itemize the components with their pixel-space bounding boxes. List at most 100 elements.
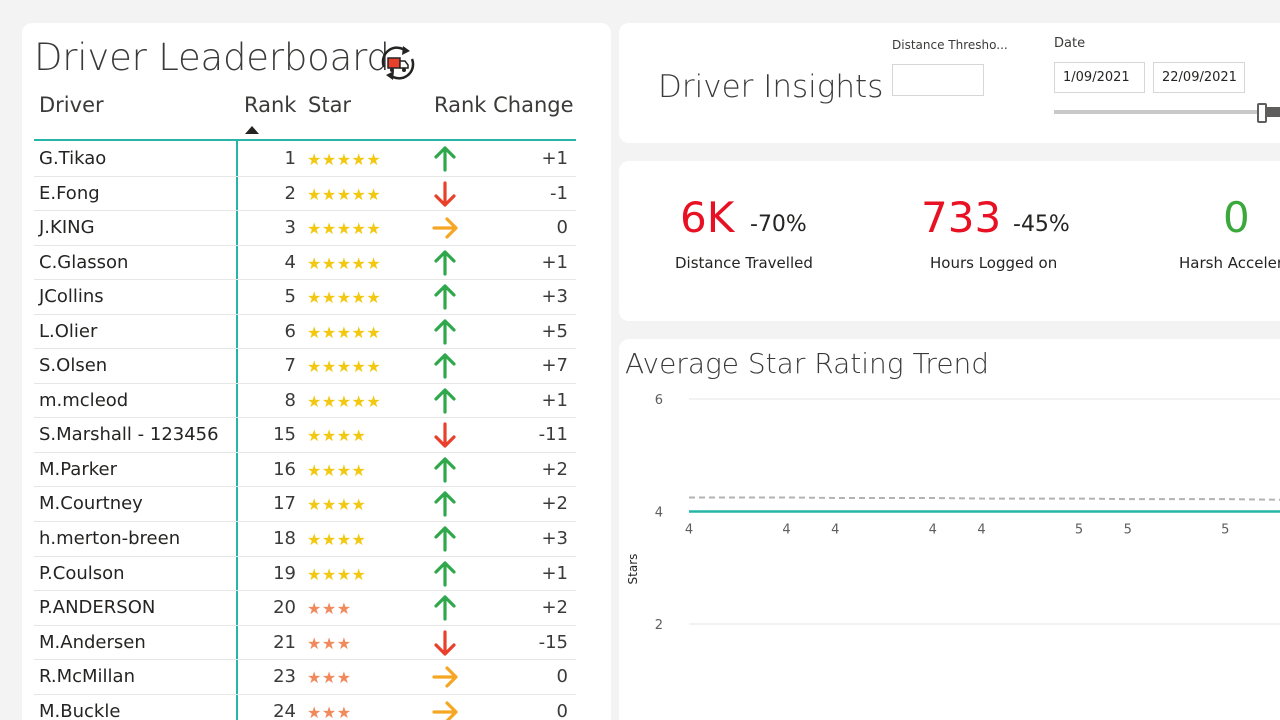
data-label: 4 xyxy=(782,523,790,538)
driver-rank: 8 xyxy=(284,389,296,411)
driver-rank: 19 xyxy=(273,562,296,584)
truck-refresh-icon[interactable] xyxy=(376,43,420,83)
star-rating: ★★★ xyxy=(307,668,352,688)
date-end-input[interactable]: 22/09/2021 xyxy=(1153,62,1245,93)
star-rating: ★★★★ xyxy=(307,426,367,446)
star-rating: ★★★★★ xyxy=(307,219,382,239)
table-row[interactable]: L.Olier 6 ★★★★★ +5 xyxy=(34,315,576,350)
distance-threshold-input[interactable] xyxy=(892,64,984,96)
driver-name: P.ANDERSON xyxy=(39,597,156,619)
star-rating: ★★★ xyxy=(307,599,352,619)
driver-rank: 24 xyxy=(273,700,296,720)
date-slicer-label: Date xyxy=(1054,36,1086,51)
y-tick-label: 4 xyxy=(655,506,663,521)
rank-change: +1 xyxy=(541,251,568,273)
table-row[interactable]: R.McMillan 23 ★★★ 0 xyxy=(34,660,576,695)
driver-name: M.Parker xyxy=(39,458,117,480)
star-rating-line xyxy=(689,510,1280,513)
table-row[interactable]: M.Buckle 24 ★★★ 0 xyxy=(34,695,576,720)
driver-name: S.Olsen xyxy=(39,355,108,377)
arrow-right-icon xyxy=(432,666,458,688)
driver-name: M.Courtney xyxy=(39,493,143,515)
data-label: 4 xyxy=(685,523,693,538)
star-rating: ★★★ xyxy=(307,702,352,720)
table-row[interactable]: M.Courtney 17 ★★★★ +2 xyxy=(34,487,576,523)
driver-rank: 2 xyxy=(284,182,296,204)
driver-name: S.Marshall - 123456 xyxy=(39,424,219,446)
star-rating: ★★★★ xyxy=(307,495,367,515)
driver-name: J.KING xyxy=(39,217,95,239)
star-rating: ★★★★★ xyxy=(307,253,382,273)
driver-rank: 3 xyxy=(284,217,296,239)
star-rating: ★★★★★ xyxy=(307,357,382,377)
star-rating: ★★★★★ xyxy=(307,322,382,342)
table-row[interactable]: S.Marshall - 123456 15 ★★★★ -11 xyxy=(34,418,576,453)
arrow-up-icon xyxy=(434,491,456,518)
data-label: 5 xyxy=(1221,523,1229,538)
table-row[interactable]: G.Tikao 1 ★★★★★ +1 xyxy=(34,142,576,177)
y-tick-label: 6 xyxy=(655,393,663,408)
driver-rank: 23 xyxy=(273,666,296,688)
table-row[interactable]: JCollins 5 ★★★★★ +3 xyxy=(34,280,576,315)
rank-change: -15 xyxy=(538,631,568,653)
kpi-distance-label: Distance Travelled xyxy=(675,254,813,272)
rank-change: 0 xyxy=(556,217,568,239)
data-label: 5 xyxy=(1124,523,1132,538)
table-row[interactable]: P.ANDERSON 20 ★★★ +2 xyxy=(34,591,576,626)
column-header-star[interactable]: Star xyxy=(308,93,352,117)
driver-rank: 18 xyxy=(273,528,296,550)
star-rating-trend-chart[interactable]: 2 4 6 Stars 4 4 4 4 4 5 5 5 xyxy=(619,339,1280,720)
date-range-slider-track[interactable] xyxy=(1054,110,1280,114)
star-rating: ★★★★ xyxy=(307,564,367,584)
table-row[interactable]: C.Glasson 4 ★★★★★ +1 xyxy=(34,246,576,281)
date-start-input[interactable]: 1/09/2021 xyxy=(1054,62,1145,93)
star-rating: ★★★★ xyxy=(307,530,367,550)
table-row[interactable]: P.Coulson 19 ★★★★ +1 xyxy=(34,557,576,592)
arrow-right-icon xyxy=(432,217,458,239)
column-header-driver[interactable]: Driver xyxy=(39,93,104,117)
star-rating: ★★★★★ xyxy=(307,391,382,411)
table-row[interactable]: S.Olsen 7 ★★★★★ +7 xyxy=(34,349,576,384)
arrow-up-icon xyxy=(434,388,456,414)
kpi-hours-delta: -45% xyxy=(1013,212,1070,237)
kpi-distance-value: 6K xyxy=(680,193,735,242)
column-divider xyxy=(236,141,238,720)
table-row[interactable]: M.Andersen 21 ★★★ -15 xyxy=(34,626,576,661)
table-row[interactable]: J.KING 3 ★★★★★ 0 xyxy=(34,211,576,246)
table-row[interactable]: m.mcleod 8 ★★★★★ +1 xyxy=(34,384,576,419)
column-header-rank-change[interactable]: Rank Change xyxy=(434,93,574,117)
sort-ascending-icon[interactable] xyxy=(245,126,259,134)
average-trend-line xyxy=(689,496,1280,501)
driver-rank: 16 xyxy=(273,458,296,480)
kpi-panel: 6K -70% Distance Travelled 733 -45% Hour… xyxy=(619,161,1280,321)
arrow-up-icon xyxy=(434,560,456,587)
driver-rank: 6 xyxy=(284,320,296,342)
arrow-up-icon xyxy=(434,250,456,276)
column-header-rank[interactable]: Rank xyxy=(244,93,297,117)
arrow-up-icon xyxy=(434,319,456,345)
rank-change: +3 xyxy=(541,286,568,308)
kpi-harsh-label: Harsh Accelera xyxy=(1179,254,1280,272)
kpi-harsh-value: 0 xyxy=(1223,193,1250,242)
driver-name: E.Fong xyxy=(39,182,100,204)
data-label: 4 xyxy=(929,523,937,538)
table-row[interactable]: h.merton-breen 18 ★★★★ +3 xyxy=(34,522,576,557)
driver-rank: 17 xyxy=(273,493,296,515)
rank-change: -1 xyxy=(550,182,568,204)
rank-change: +1 xyxy=(541,148,568,169)
distance-threshold-label: Distance Thresho... xyxy=(892,38,1008,52)
kpi-hours-label: Hours Logged on xyxy=(930,254,1058,272)
rank-change: -11 xyxy=(538,424,568,446)
driver-name: m.mcleod xyxy=(39,389,129,411)
driver-name: P.Coulson xyxy=(39,562,125,584)
driver-name: C.Glasson xyxy=(39,251,129,273)
arrow-up-icon xyxy=(434,146,456,172)
data-label: 5 xyxy=(1075,523,1083,538)
date-range-slider-handle[interactable] xyxy=(1257,103,1267,123)
data-label: 4 xyxy=(977,523,985,538)
chart-title: Average Star Rating Trend xyxy=(625,347,990,380)
rank-change: +3 xyxy=(541,528,568,550)
driver-rank: 7 xyxy=(284,355,296,377)
table-row[interactable]: E.Fong 2 ★★★★★ -1 xyxy=(34,177,576,212)
table-row[interactable]: M.Parker 16 ★★★★ +2 xyxy=(34,453,576,488)
